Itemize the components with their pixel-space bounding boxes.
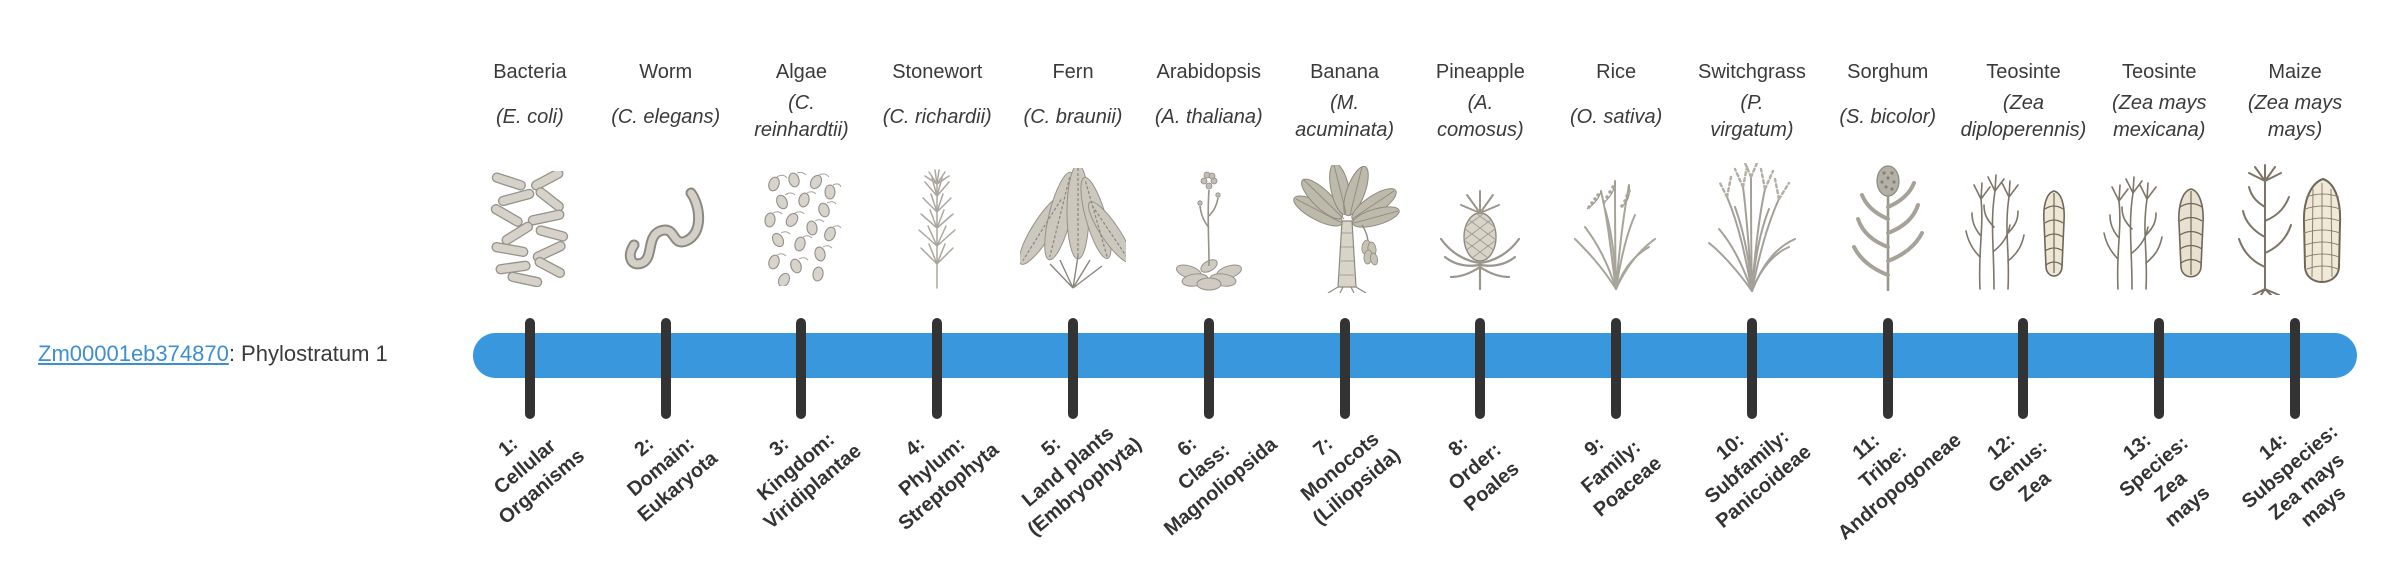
timeline-bar: [473, 333, 2357, 378]
organism-common-name: Sorghum: [1847, 61, 1929, 83]
organism-common-name: Algae: [775, 61, 828, 83]
phylostratum-tick: [932, 318, 943, 419]
organism-scientific-name: (M. acuminata): [1295, 92, 1395, 141]
gene-link[interactable]: Zm00001eb374870: [38, 341, 229, 366]
organism-scientific-name: (P. virgatum): [1710, 92, 1794, 141]
organism-common-name: Rice: [1596, 61, 1637, 83]
organism-scientific-name: (C. reinhardtii): [754, 92, 849, 141]
organism-common-name: Fern: [1052, 61, 1094, 83]
organism-common-name: Worm: [639, 61, 693, 83]
phylostratum-tick: [2290, 318, 2301, 419]
phylostratum-tick: [1068, 318, 1079, 419]
column-bacteria: Bacteria (E. coli): [462, 0, 598, 580]
column-arabidopsis: Arabidopsis (A. thaliana): [1141, 0, 1281, 580]
column-rice: Rice (O. sativa): [1548, 0, 1684, 580]
phylostratum-tick: [2018, 318, 2029, 419]
phylostratum-tick: [1339, 318, 1350, 419]
teosinte-diploperennis-illustration: [1956, 158, 2092, 300]
column-maize: Maize (Zea mays mays): [2227, 0, 2363, 580]
phylostratum-tick: [1475, 318, 1486, 419]
phylostratum-tick: [1882, 318, 1893, 419]
organism-common-name: Teosinte: [1986, 61, 2061, 83]
organism-scientific-name: (C. elegans): [611, 105, 721, 128]
column-switchgrass: Switchgrass (P. virgatum): [1684, 0, 1820, 580]
organism-scientific-name: (A. comosus): [1437, 92, 1524, 141]
organism-common-name: Teosinte: [2122, 61, 2197, 83]
switchgrass-illustration: [1684, 158, 1820, 300]
organism-scientific-name: (Zea mays mays): [2247, 92, 2343, 141]
organism-common-name: Bacteria: [493, 61, 567, 83]
gene-label: Zm00001eb374870: Phylostratum 1: [38, 341, 388, 367]
organism-scientific-name: (Zea diploperennis): [1960, 92, 2087, 141]
phylostratum-tick: [796, 318, 807, 419]
worm-illustration: [598, 158, 734, 300]
organism-common-name: Stonewort: [892, 61, 983, 83]
phylostratum-tick: [524, 318, 535, 419]
column-algae: Algae (C. reinhardtii): [734, 0, 870, 580]
rice-illustration: [1548, 158, 1684, 300]
phylostratum-tick: [2154, 318, 2165, 419]
organism-scientific-name: (C. braunii): [1023, 105, 1123, 128]
phylostratum-tick: [1203, 318, 1214, 419]
column-stonewort: Stonewort (C. richardii) 4: Phylum:: [869, 0, 1005, 580]
organism-scientific-name: (O. sativa): [1570, 105, 1663, 128]
organism-common-name: Arabidopsis: [1156, 61, 1262, 83]
stonewort-illustration: [869, 158, 1005, 300]
organism-scientific-name: (C. richardii): [882, 105, 992, 128]
banana-illustration: [1277, 158, 1413, 300]
organism-common-name: Maize: [2268, 61, 2322, 83]
sorghum-illustration: [1820, 158, 1956, 300]
organism-common-name: Banana: [1310, 61, 1380, 83]
pineapple-illustration: [1412, 158, 1548, 300]
organism-common-name: Pineapple: [1435, 61, 1525, 83]
organism-scientific-name: (Zea mays mexicana): [2112, 92, 2207, 141]
fern-illustration: [1005, 158, 1141, 300]
phylostratum-text: : Phylostratum 1: [228, 341, 388, 366]
arabidopsis-illustration: [1141, 158, 1277, 300]
organism-scientific-name: (E. coli): [495, 105, 564, 128]
column-fern: Fern (C. braunii): [1005, 0, 1146, 580]
bacteria-illustration: [462, 158, 598, 300]
organism-columns: Bacteria (E. coli): [462, 0, 2363, 580]
column-worm: Worm (C. elegans) 2: Domain: Eukaryota: [598, 0, 734, 580]
column-sorghum: Sorghum (S. bicolor): [1820, 0, 1966, 580]
teosinte-mexicana-illustration: [2091, 158, 2227, 300]
organism-common-name: Switchgrass: [1698, 61, 1806, 83]
organism-scientific-name: (S. bicolor): [1839, 105, 1937, 128]
column-teosinte-diploperennis: Teosinte (Zea diploperennis): [1956, 0, 2092, 580]
column-teosinte-mexicana: Teosinte (Zea mays mexicana): [2091, 0, 2227, 580]
phylostratum-tick: [660, 318, 671, 419]
phylostratum-tick: [1746, 318, 1757, 419]
column-pineapple: Pineapple (A. comosus): [1412, 0, 1548, 580]
maize-illustration: [2227, 158, 2363, 300]
organism-scientific-name: (A. thaliana): [1154, 105, 1263, 128]
phylostratum-tick: [1611, 318, 1622, 419]
algae-illustration: [734, 158, 870, 300]
column-banana: Banana (M. acuminata): [1277, 0, 1413, 580]
